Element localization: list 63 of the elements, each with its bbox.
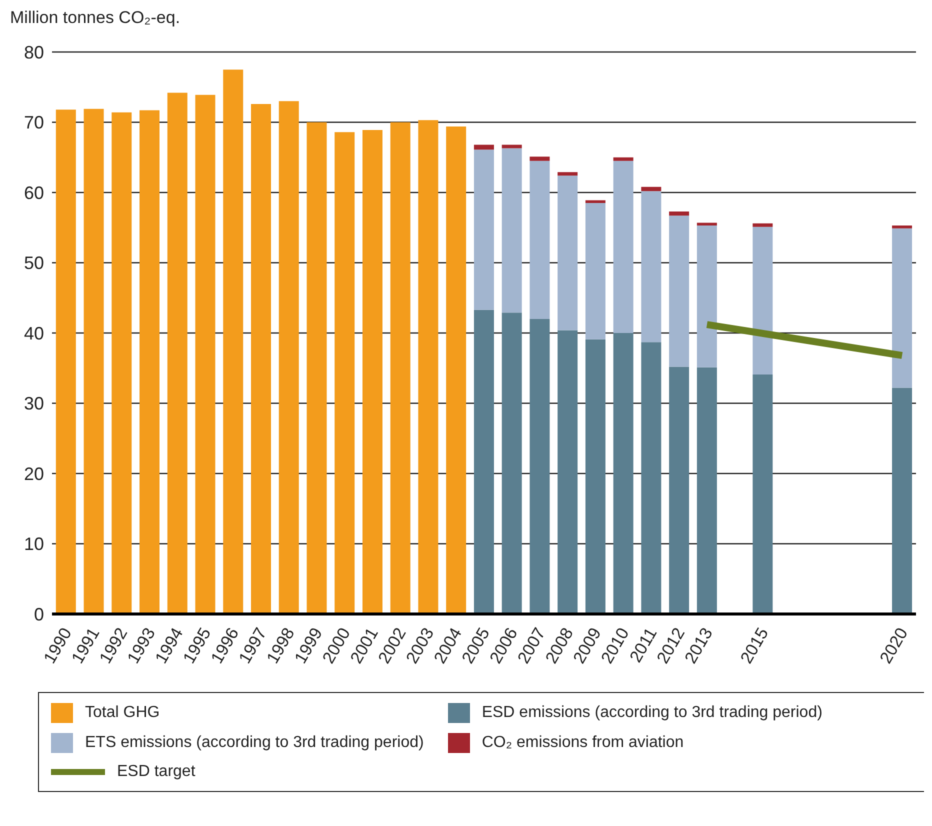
bar [223, 70, 244, 614]
y-tick-label: 20 [24, 464, 44, 484]
bar [696, 367, 717, 614]
bar [474, 310, 494, 614]
bar [613, 160, 634, 333]
bar [558, 176, 578, 330]
bar [334, 132, 355, 614]
bar [892, 388, 912, 614]
bar [752, 374, 773, 614]
bar [112, 112, 132, 614]
bar [167, 92, 188, 614]
bar [696, 222, 717, 226]
y-tick-label: 10 [24, 534, 44, 554]
bar [585, 200, 606, 204]
bar [390, 122, 410, 614]
y-tick-label: 60 [24, 182, 44, 203]
bar [502, 312, 522, 614]
y-tick-label: 70 [24, 112, 44, 133]
bar [892, 226, 912, 228]
y-tick-label: 30 [24, 394, 44, 414]
bar [474, 150, 494, 310]
bar [641, 342, 662, 614]
legend-label: ESD target [117, 763, 196, 781]
y-axis-title: Million tonnes CO₂-eq. [9, 8, 182, 29]
bar [669, 211, 690, 216]
bar [195, 94, 216, 614]
bar [892, 228, 912, 388]
bar [641, 191, 662, 342]
bar [669, 366, 690, 614]
legend-label: CO₂ emissions from aviation [482, 734, 684, 752]
bar [84, 108, 104, 614]
bar [418, 120, 438, 614]
bar [585, 203, 606, 340]
bar [696, 226, 717, 368]
bar [502, 144, 522, 148]
bar [140, 110, 160, 614]
bar [613, 333, 634, 614]
bar [613, 157, 634, 161]
bar [362, 130, 382, 614]
bar [530, 318, 550, 614]
bar [502, 148, 522, 313]
bar [669, 216, 690, 367]
bar [558, 172, 578, 176]
bar [752, 223, 773, 227]
bar [446, 126, 466, 614]
y-tick-label: 40 [24, 323, 44, 344]
bar [585, 339, 606, 614]
legend-label: Total GHG [85, 704, 160, 722]
bar [251, 104, 271, 614]
bar [306, 122, 327, 614]
bar [278, 101, 299, 614]
bar [530, 156, 550, 161]
y-tick-label: 80 [24, 42, 44, 62]
bar [56, 110, 76, 614]
y-tick-label: 50 [24, 253, 44, 274]
bar [530, 160, 550, 319]
bar [474, 144, 494, 150]
legend-label: ESD emissions (according to 3rd trading period) [482, 704, 822, 722]
bar [558, 330, 578, 614]
bar [752, 226, 773, 374]
y-tick-label: 0 [34, 604, 44, 624]
bar [641, 186, 662, 192]
legend-label: ETS emissions (according to 3rd trading period) [85, 734, 424, 752]
